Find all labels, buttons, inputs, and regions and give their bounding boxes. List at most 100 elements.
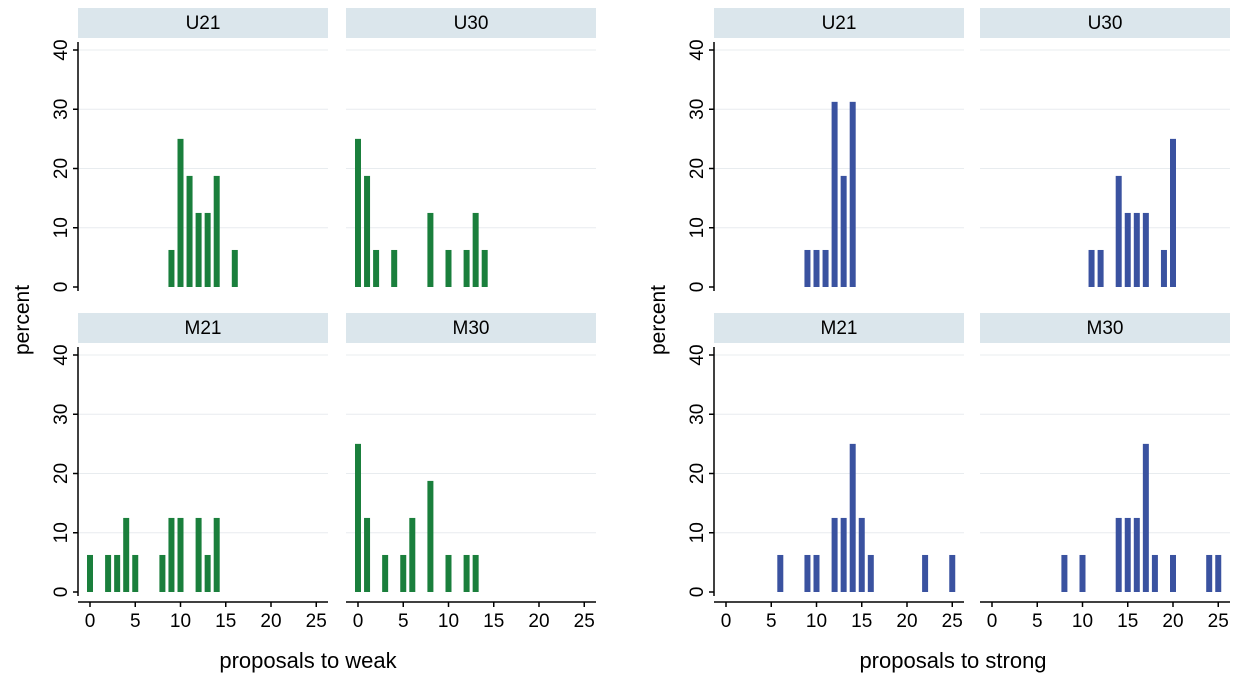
bar [777,554,784,592]
panel-title: M30 [1087,318,1124,339]
panel-strip [346,313,596,343]
panel-title: M30 [453,318,490,339]
bar [114,554,121,592]
panel-title: U21 [822,13,857,34]
x-tick-label: 0 [85,611,96,632]
panel-strip [714,313,964,343]
bar [1097,249,1104,287]
bar [445,249,452,287]
bar [481,249,488,287]
panel-strip [78,8,328,38]
bar [427,212,434,287]
y-tick-label: 30 [687,99,708,120]
bar [427,480,434,592]
bar [1115,517,1122,592]
bar [204,554,211,592]
y-tick-label: 20 [687,463,708,484]
bar [1142,443,1149,592]
panel-title: U21 [186,13,221,34]
panel-strip [980,8,1230,38]
y-axis-title: percent [647,285,670,355]
bar [213,517,220,592]
bar [195,517,202,592]
panel-title: U30 [454,13,489,34]
bar [364,517,371,592]
panel-u21: U21 0 10 20 30 40 [51,8,328,292]
bar [867,554,874,592]
bar [364,175,371,287]
bar [1088,249,1095,287]
panel-m21: M21 0 10 20 30 40 0 5 10 15 20 25 [51,313,328,632]
panel-m30: M30 0 5 10 15 20 25 [346,313,596,632]
bar [391,249,398,287]
x-tick-label: 10 [806,611,827,632]
y-tick-label: 40 [687,344,708,365]
x-tick-label: 20 [896,611,917,632]
bar [168,517,175,592]
x-tick-label: 5 [398,611,409,632]
bar [159,554,166,592]
bar [195,212,202,287]
bar [400,554,407,592]
x-tick-label: 15 [215,611,236,632]
bar [472,212,479,287]
x-tick-label: 0 [353,611,364,632]
x-tick-label: 5 [130,611,141,632]
bar [1133,517,1140,592]
y-tick-label: 30 [51,99,72,120]
bar [177,138,184,287]
bar [463,249,470,287]
y-tick-label: 10 [51,217,72,238]
bar [1115,175,1122,287]
y-tick-label: 0 [51,587,72,598]
y-axis-title: percent [11,285,34,355]
bar [186,175,193,287]
bar [213,175,220,287]
panel-strip [980,313,1230,343]
x-tick-label: 15 [851,611,872,632]
y-tick-label: 20 [51,463,72,484]
x-tick-label: 25 [306,611,327,632]
y-tick-label: 40 [51,344,72,365]
x-tick-label: 5 [1032,611,1043,632]
bar [922,554,929,592]
x-tick-label: 5 [766,611,777,632]
bar [1160,249,1167,287]
bar [849,101,856,287]
bar [168,249,175,287]
panel-m21: M21 0 10 20 30 40 0 5 10 15 20 25 [687,313,964,632]
y-tick-label: 10 [51,522,72,543]
x-tick-label: 0 [721,611,732,632]
bar [840,517,847,592]
bar [822,249,829,287]
bar [804,249,811,287]
bar [1133,212,1140,287]
y-tick-label: 10 [687,217,708,238]
y-tick-label: 10 [687,522,708,543]
y-tick-label: 20 [687,158,708,179]
bar [105,554,112,592]
x-tick-label: 10 [438,611,459,632]
panel-title: M21 [821,318,858,339]
x-axis-title: proposals to strong [859,648,1046,673]
bar [804,554,811,592]
x-tick-label: 10 [170,611,191,632]
y-tick-label: 20 [51,158,72,179]
bar [382,554,389,592]
bar [373,249,380,287]
bar [831,517,838,592]
bar [177,517,184,592]
x-tick-label: 25 [574,611,595,632]
bar [123,517,130,592]
bar [831,101,838,287]
bar [1142,212,1149,287]
bar [858,517,865,592]
bar [813,249,820,287]
y-tick-label: 0 [687,282,708,293]
bar [1170,554,1176,592]
panel-m30: M30 0 5 10 15 20 25 [980,313,1230,632]
bar [1170,138,1176,287]
